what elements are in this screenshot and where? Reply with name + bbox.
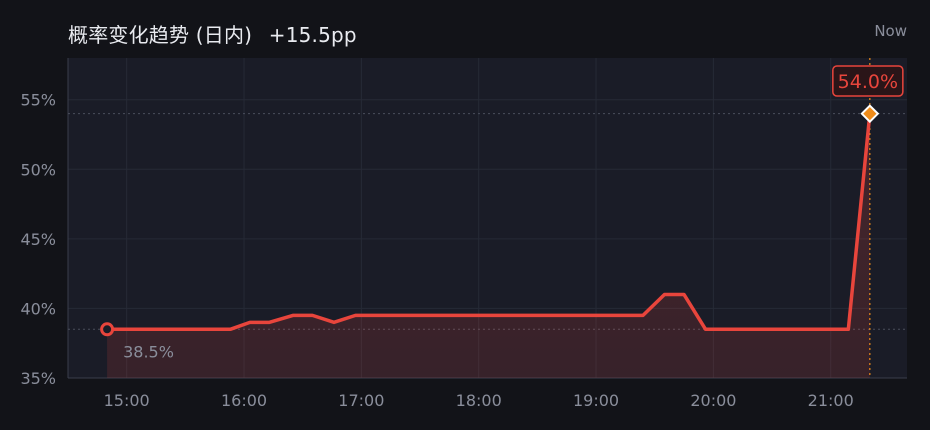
x-tick-label: 18:00 [456,391,502,410]
chart-title-text: 概率变化趋势 (日内) [68,23,253,47]
series-line [105,111,872,332]
y-tick-label: 40% [20,299,56,318]
chart-title: 概率变化趋势 (日内) +15.5pp [68,19,357,48]
y-tick-label: 55% [20,91,56,110]
y-tick-label: 35% [20,369,56,388]
end-value-label: 54.0% [838,71,898,93]
end-value-callout [832,65,904,97]
x-tick-label: 17:00 [338,391,384,410]
start-point-marker [100,322,115,337]
y-tick-label: 45% [20,230,56,249]
x-tick-label: 15:00 [104,391,150,410]
end-point-marker [860,104,880,124]
now-label: Now [874,22,907,40]
x-tick-label: 20:00 [690,391,736,410]
change-value: +15.5pp [268,23,357,47]
start-value-label: 38.5% [123,342,174,361]
x-tick-label: 19:00 [573,391,619,410]
x-tick-label: 21:00 [808,391,854,410]
area-fill [107,113,870,379]
y-tick-label: 50% [20,160,56,179]
x-tick-label: 16:00 [221,391,267,410]
